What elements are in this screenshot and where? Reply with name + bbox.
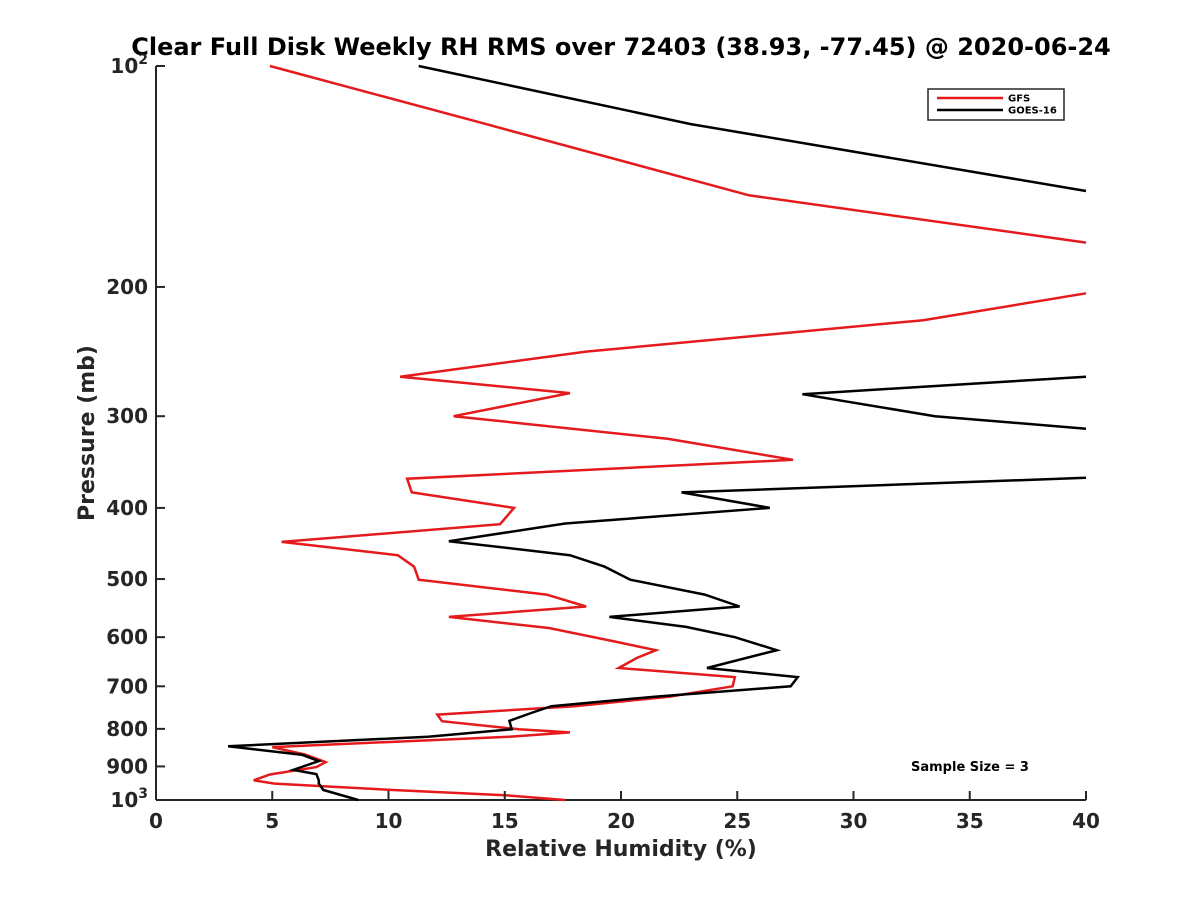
series-line-gfs: [253, 64, 1087, 802]
y-tick-label: 200: [106, 275, 148, 299]
x-tick-label: 20: [607, 809, 635, 833]
y-tick-label: 500: [106, 567, 148, 591]
y-axis-label: Pressure (mb): [75, 345, 100, 521]
x-tick-label: 0: [149, 809, 163, 833]
legend-label-goes16: GOES-16: [1008, 106, 1057, 117]
x-tick-label: 10: [375, 809, 403, 833]
x-tick-label: 35: [956, 809, 984, 833]
legend-label-gfs: GFS: [1008, 94, 1030, 105]
x-ticks: 0 5 10 15 20 25 30 35 40: [149, 791, 1100, 833]
x-tick-label: 5: [265, 809, 279, 833]
y-tick-label: 400: [106, 496, 148, 520]
x-tick-label: 30: [840, 809, 868, 833]
y-tick-label: 700: [106, 674, 148, 698]
x-axis-label: Relative Humidity (%): [485, 837, 757, 862]
x-tick-label: 40: [1072, 809, 1100, 833]
chart-title: Clear Full Disk Weekly RH RMS over 72403…: [131, 33, 1111, 61]
x-tick-label: 25: [723, 809, 751, 833]
y-tick-label: 600: [106, 625, 148, 649]
legend-box: [927, 88, 1065, 121]
y-tick-label: 900: [106, 754, 148, 778]
sample-size-annotation: Sample Size = 3: [911, 760, 1029, 775]
y-tick-label: 102: [110, 52, 148, 78]
legend: GFS GOES-16: [927, 88, 1065, 121]
y-tick-label: 300: [106, 404, 148, 428]
series-line-goes16: [227, 64, 1087, 802]
plot-area: 0 5 10 15 20 25 30 35 40 102 200 300 400 500 600 700 80…: [106, 52, 1100, 833]
y-ticks: 102 200 300 400 500 600 700 800 900 103: [106, 52, 165, 812]
y-tick-label: 800: [106, 717, 148, 741]
series-layer: [227, 64, 1087, 802]
y-tick-label: 103: [110, 786, 148, 812]
x-tick-label: 15: [491, 809, 519, 833]
